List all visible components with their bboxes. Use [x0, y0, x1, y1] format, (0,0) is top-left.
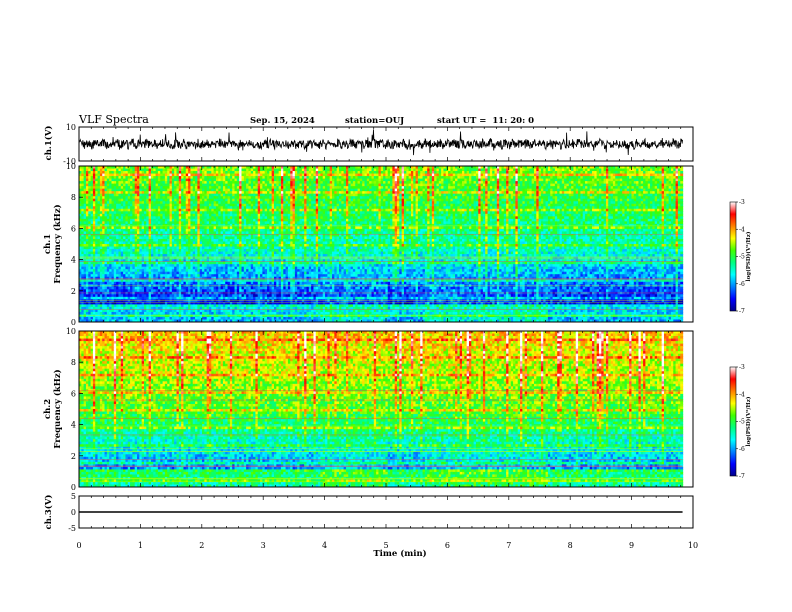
ch3-waveform-ytick-label: 5 [71, 492, 76, 501]
ch3-waveform-ytick-label: -5 [68, 524, 76, 533]
ch3-waveform-panel: 5 0 -5 [68, 492, 694, 533]
colorbar-tick-label: -7 [739, 473, 745, 480]
ch1-spectrogram-ytick-label: 0 [71, 318, 76, 327]
ch2-spectrogram-ytick-label: 8 [71, 358, 76, 367]
start-ut-label: start UT = 11: 20: 0 [437, 116, 534, 126]
ch1-spectrogram-ylabel-frequency: Frequency (kHz) [52, 204, 63, 283]
time-tick-label: 2 [199, 541, 204, 550]
colorbar-gradient [729, 201, 737, 312]
station-label: station=OUJ [345, 116, 404, 126]
colorbar-tick-label: -5 [739, 254, 745, 261]
colorbar-gradient [729, 366, 737, 477]
time-axis-label: Time (min) [373, 548, 426, 559]
ch1-spectrogram-ytick-label: 10 [66, 162, 76, 171]
time-tick-label: 5 [383, 541, 388, 550]
ch1-spectrogram-ytick-label: 6 [71, 224, 76, 233]
colorbar-tick-label: -3 [739, 364, 745, 371]
colorbar-label: log(PSD)(V²/Hz) [745, 231, 752, 281]
time-tick-label: 0 [76, 541, 81, 550]
ch2-spectrogram-ylabel-channel: ch.2 [43, 399, 53, 419]
ch1-spectrogram-ylabel-channel: ch.1 [43, 234, 53, 254]
ch1-spectrogram-image [79, 166, 684, 322]
chart-title: VLF Spectra [78, 113, 149, 126]
colorbar-tick-label: -4 [739, 391, 745, 398]
colorbar-tick-label: -5 [739, 419, 745, 426]
time-tick-label: 6 [445, 541, 450, 550]
ch1-waveform-trace [78, 129, 683, 156]
time-axis: 0 1 2 3 4 5 6 7 8 9 10 [76, 541, 698, 550]
time-tick-label: 3 [261, 541, 266, 550]
time-tick-label: 4 [322, 541, 327, 550]
ch1-waveform-ytick-label: 10 [66, 123, 76, 132]
ch2-spectrogram-ytick-label: 0 [71, 483, 76, 492]
ch1-spectrogram-ytick-label: 2 [71, 287, 76, 296]
ch3-waveform-ytick-label: 0 [71, 508, 76, 517]
colorbar-tick-label: -3 [739, 199, 745, 206]
date-label: Sep. 15, 2024 [250, 116, 315, 126]
ch1-spectrogram-ytick-label: 4 [71, 256, 76, 265]
ch2-spectrogram-ytick-label: 6 [71, 389, 76, 398]
ch1-colorbar: -3 -4 -5 -6 -7 log(PSD)(V²/Hz) [729, 199, 752, 315]
ch2-colorbar: -3 -4 -5 -6 -7 log(PSD)(V²/Hz) [729, 364, 752, 480]
time-tick-label: 8 [568, 541, 573, 550]
ch2-spectrogram-ytick-label: 4 [71, 421, 76, 430]
ch2-spectrogram-ytick-label: 2 [71, 452, 76, 461]
ch2-spectrogram-ytick-label: 10 [66, 327, 76, 336]
time-tick-label: 7 [506, 541, 511, 550]
colorbar-tick-label: -4 [739, 226, 745, 233]
colorbar-label: log(PSD)(V²/Hz) [745, 396, 752, 446]
time-tick-label: 1 [138, 541, 143, 550]
colorbar-tick-label: -7 [739, 308, 745, 315]
ch1-waveform-ytick-label: -10 [63, 157, 76, 166]
ch1-spectrogram-ytick-label: 8 [71, 193, 76, 202]
ch2-spectrogram-ylabel-frequency: Frequency (kHz) [52, 369, 63, 448]
colorbar-tick-label: -6 [739, 281, 745, 288]
ch2-spectrogram-image [79, 331, 684, 487]
colorbar-tick-label: -6 [739, 446, 745, 453]
ch1-spectrogram-panel: 10 8 6 4 2 0 [66, 162, 694, 327]
time-tick-label: 10 [688, 541, 698, 550]
ch1-waveform-panel: 10 -10 [63, 123, 694, 166]
ch3-waveform-ylabel: ch.3(V) [43, 495, 54, 530]
ch2-spectrogram-panel: 10 8 6 4 2 0 [66, 327, 694, 492]
time-tick-label: 9 [629, 541, 634, 550]
ch1-waveform-ylabel: ch.1(V) [43, 126, 54, 161]
